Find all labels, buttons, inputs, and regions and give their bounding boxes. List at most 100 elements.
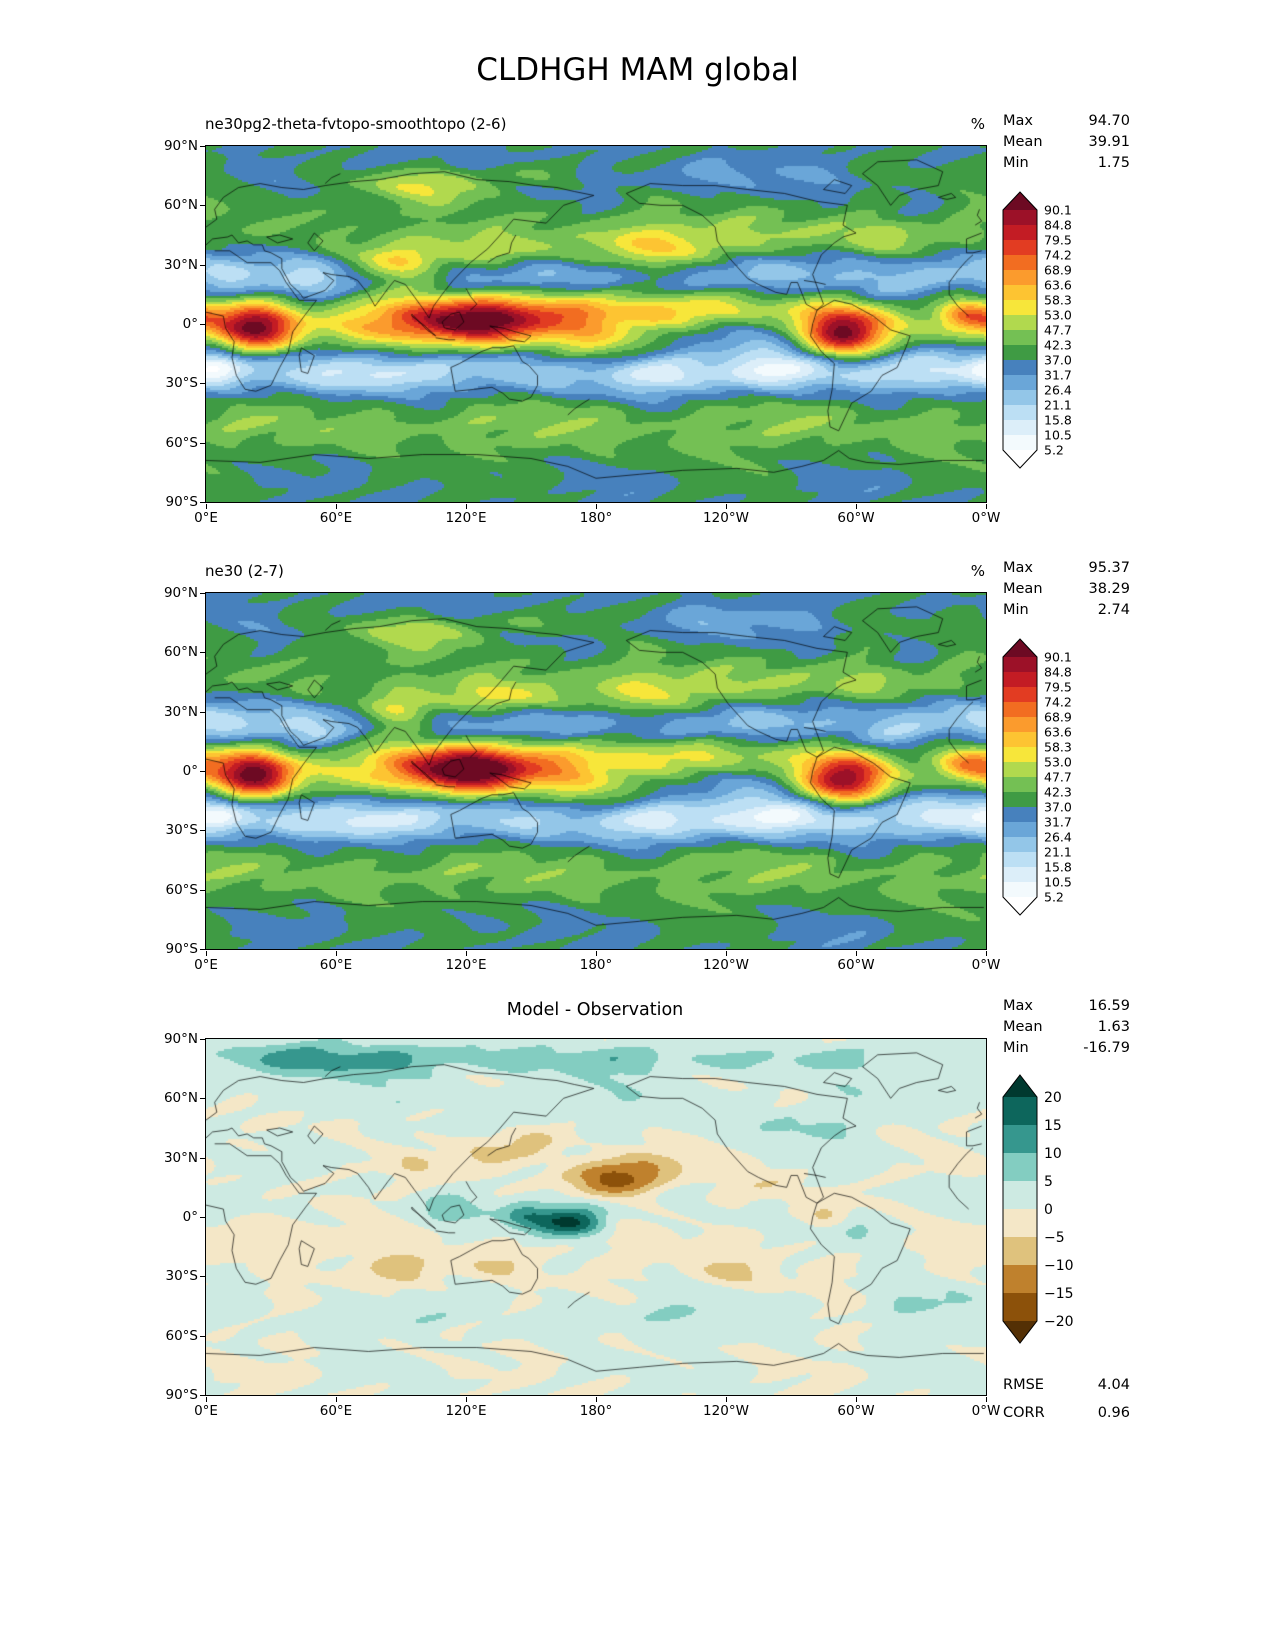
- max-label: Max: [1003, 560, 1033, 576]
- svg-text:58.3: 58.3: [1044, 292, 1072, 307]
- svg-text:63.6: 63.6: [1044, 724, 1072, 739]
- svg-text:68.9: 68.9: [1044, 262, 1072, 277]
- max-label: Max: [1003, 998, 1033, 1014]
- y-tick-mark: [200, 1335, 205, 1337]
- x-tick-mark: [335, 951, 337, 956]
- svg-text:10.5: 10.5: [1044, 874, 1072, 889]
- x-tick-mark: [465, 951, 467, 956]
- corr-value: 0.96: [1097, 1404, 1130, 1421]
- svg-text:10: 10: [1044, 1146, 1062, 1162]
- x-axis-labels: 0°E 60°E 120°E 180° 120°W 60°W 0°W: [194, 949, 1000, 975]
- x-tick-label: 120°E: [445, 510, 487, 526]
- max-label: Max: [1003, 113, 1033, 129]
- svg-text:−5: −5: [1044, 1230, 1065, 1246]
- min-label: Min: [1003, 602, 1029, 619]
- y-tick-mark: [200, 652, 205, 654]
- y-tick-mark: [200, 830, 205, 832]
- x-tick-label: 0°W: [971, 1403, 1001, 1419]
- mean-value: 38.29: [1088, 581, 1130, 598]
- y-tick-label: 60°S: [165, 434, 199, 451]
- max-value: 95.37: [1088, 560, 1130, 576]
- svg-text:90.1: 90.1: [1044, 202, 1072, 217]
- x-tick-label: 60°W: [837, 510, 875, 526]
- y-tick-mark: [200, 205, 205, 207]
- svg-text:90.1: 90.1: [1044, 649, 1072, 664]
- x-tick-mark: [206, 504, 207, 509]
- x-tick-label: 180°: [579, 957, 613, 973]
- y-tick-label: 60°N: [163, 197, 198, 214]
- mean-value: 1.63: [1097, 1019, 1130, 1036]
- y-tick-label: 0°: [182, 763, 198, 779]
- x-tick-mark: [596, 951, 597, 956]
- mean-value: 39.91: [1088, 134, 1130, 151]
- y-tick-mark: [200, 146, 205, 147]
- rmse-value: 4.04: [1097, 1377, 1130, 1393]
- min-label: Min: [1003, 1040, 1029, 1057]
- y-tick-mark: [200, 1157, 205, 1159]
- y-tick-mark: [200, 771, 205, 772]
- y-tick-mark: [200, 711, 205, 713]
- x-tick-label: 0°W: [971, 510, 1001, 526]
- x-tick-label: 180°: [579, 1403, 613, 1419]
- map-canvas-difference: [206, 1039, 986, 1395]
- x-tick-mark: [596, 1397, 597, 1402]
- x-tick-label: 0°E: [194, 510, 218, 526]
- y-tick-mark: [200, 1098, 205, 1100]
- y-tick-mark: [200, 383, 205, 385]
- panel2-stats: Max 95.37 Mean 38.29 Min 2.74: [1003, 558, 1130, 621]
- x-tick-mark: [206, 1397, 207, 1402]
- svg-text:15.8: 15.8: [1044, 412, 1072, 427]
- map-canvas-model-1: [206, 146, 986, 502]
- colorbar-diff-scale: 20 15 10 5 0 −5 −10 −15 −20: [1002, 1074, 1074, 1344]
- x-tick-mark: [725, 1397, 727, 1402]
- svg-text:37.0: 37.0: [1044, 799, 1072, 814]
- y-tick-label: 30°N: [163, 703, 198, 720]
- svg-text:42.3: 42.3: [1044, 337, 1072, 352]
- max-value: 94.70: [1088, 113, 1130, 129]
- panel2-title: ne30 (2-7): [205, 562, 284, 580]
- x-tick-label: 120°W: [703, 957, 749, 973]
- svg-text:84.8: 84.8: [1044, 217, 1072, 232]
- colorbar-model-1: 90.1 84.8 79.5 74.2 68.9 63.6 58.3 53.0 47.7 42.3…: [1002, 191, 1099, 480]
- x-tick-mark: [206, 951, 207, 956]
- y-tick-mark: [200, 1395, 205, 1396]
- svg-text:15.8: 15.8: [1044, 859, 1072, 874]
- x-tick-mark: [335, 504, 337, 509]
- y-tick-label: 60°N: [163, 1090, 198, 1107]
- svg-text:20: 20: [1044, 1090, 1062, 1106]
- y-axis-labels: 90°N 60°N 30°N 0° 30°S 60°S 90°S: [140, 138, 199, 510]
- min-value: -16.79: [1083, 1040, 1130, 1057]
- panel1-stats: Max 94.70 Mean 39.91 Min 1.75: [1003, 111, 1130, 174]
- panel-model-2: ne30 (2-7) % Max 95.37 Mean 38.29 Min 2.74 …: [0, 560, 1275, 1002]
- map-model-1: 90°N 60°N 30°N 0° 30°S 60°S 90°S 0°E 60°E 120°E 1…: [164, 138, 1000, 526]
- x-tick-mark: [596, 504, 597, 509]
- colorbar-model-2: 90.1 84.8 79.5 74.2 68.9 63.6 58.3 53.0 47.7 42.3…: [1002, 638, 1099, 927]
- x-tick-mark: [465, 1397, 467, 1402]
- x-tick-label: 0°E: [194, 957, 218, 973]
- x-tick-mark: [986, 951, 987, 956]
- x-tick-mark: [856, 1397, 857, 1402]
- x-tick-mark: [856, 951, 857, 956]
- rmse-corr-block: RMSE 4.04 CORR 0.96: [1003, 1372, 1130, 1427]
- svg-text:−20: −20: [1044, 1314, 1074, 1330]
- y-tick-label: 60°S: [165, 1327, 199, 1344]
- figure-title: CLDHGH MAM global: [476, 52, 799, 88]
- panel3-title: Model - Observation: [506, 1000, 684, 1020]
- svg-text:5: 5: [1044, 1174, 1053, 1190]
- colorbar-percent-scale: 90.184.879.574.268.963.658.353.047.742.3…: [1002, 638, 1072, 916]
- x-axis-labels: 0°E 60°E 120°E 180° 120°W 60°W 0°W: [194, 502, 1000, 528]
- y-tick-mark: [200, 264, 205, 266]
- y-tick-label: 30°N: [163, 1149, 198, 1166]
- map-canvas-model-2: [206, 593, 986, 949]
- min-label: Min: [1003, 155, 1029, 172]
- x-tick-mark: [335, 1397, 337, 1402]
- x-tick-label: 120°W: [703, 1403, 749, 1419]
- svg-text:31.7: 31.7: [1044, 367, 1072, 382]
- y-tick-label: 90°S: [165, 1387, 199, 1403]
- svg-text:15: 15: [1044, 1118, 1062, 1134]
- y-tick-mark: [200, 593, 205, 594]
- x-tick-label: 0°W: [971, 957, 1001, 973]
- map-model-2: 90°N 60°N 30°N 0° 30°S 60°S 90°S 0°E 60°E 120°E 1…: [164, 585, 1000, 973]
- x-tick-label: 120°E: [445, 957, 487, 973]
- svg-text:47.7: 47.7: [1044, 769, 1072, 784]
